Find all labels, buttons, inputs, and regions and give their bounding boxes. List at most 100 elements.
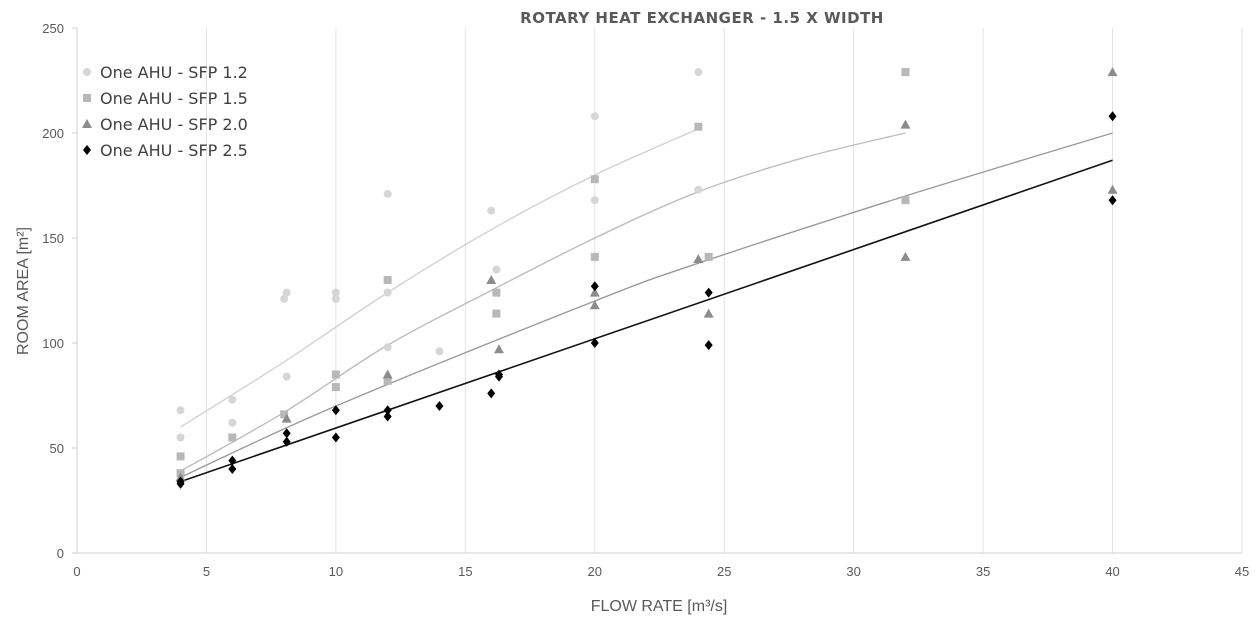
data-point-circle-series — [590, 196, 599, 205]
data-point-square-series — [280, 410, 289, 419]
data-point-triangle-series — [493, 344, 504, 354]
y-tick-label: 100 — [42, 336, 64, 351]
x-tick-label: 25 — [717, 564, 731, 579]
chart-title: ROTARY HEAT EXCHANGER - 1.5 X WIDTH — [520, 9, 884, 27]
legend-label-1: One AHU - SFP 1.2 — [100, 63, 248, 82]
data-point-triangle-series — [281, 413, 292, 423]
axes: 0 5 10 15 20 25 30 35 40 45 0 50 100 150 200 250 — [42, 21, 1249, 579]
y-tick-label: 50 — [50, 441, 64, 456]
data-point-square-series — [383, 276, 392, 284]
data-point-square-series — [704, 252, 713, 261]
data-point-triangle-series — [703, 308, 714, 318]
data-point-square-series — [492, 309, 501, 318]
data-point-circle-series — [492, 265, 501, 274]
y-tick-label: 0 — [57, 546, 64, 561]
data-point-circle-series — [176, 433, 185, 442]
data-point-triangle-series — [486, 275, 497, 284]
legend-marker-4 — [83, 145, 91, 155]
x-tick-label: 15 — [458, 564, 472, 579]
data-point-circle-series — [280, 294, 289, 303]
data-point-square-series — [590, 175, 599, 184]
data-point-circle-series — [383, 288, 392, 297]
data-point-diamond-series — [487, 388, 496, 399]
data-point-triangle-series — [693, 254, 704, 263]
data-point-diamond-series — [590, 338, 599, 348]
data-point-triangle-series — [1107, 184, 1118, 194]
data-point-square-series — [901, 196, 910, 205]
legend-marker-3 — [82, 119, 92, 128]
data-point-diamond-series — [1108, 195, 1117, 206]
x-tick-label: 40 — [1105, 564, 1119, 579]
trendline-4 — [180, 159, 1113, 483]
legend-label-3: One AHU - SFP 2.0 — [100, 115, 248, 134]
trendlines — [180, 128, 1113, 483]
data-point-diamond-series — [331, 432, 340, 443]
data-point-circle-series — [331, 294, 340, 303]
trendline-1 — [180, 128, 699, 428]
data-point-diamond-series — [704, 340, 713, 351]
data-point-triangle-series — [589, 287, 600, 297]
data-point-diamond-series — [282, 436, 291, 447]
data-point-diamond-series — [331, 405, 340, 416]
y-axis-title: ROOM AREA [m²] — [15, 227, 32, 355]
data-point-circle-series — [383, 343, 392, 352]
data-point-square-series — [590, 252, 599, 261]
data-point-square-series — [228, 433, 237, 442]
data-point-diamond-series — [494, 371, 503, 382]
data-point-diamond-series — [383, 411, 392, 422]
x-tick-label: 5 — [203, 564, 210, 579]
data-point-circle-series — [282, 288, 291, 297]
x-tick-label: 20 — [588, 564, 602, 579]
legend-marker-1 — [83, 68, 91, 76]
y-tick-label: 250 — [42, 21, 64, 36]
data-point-diamond-series — [383, 405, 392, 416]
x-tick-label: 30 — [846, 564, 860, 579]
data-point-circle-series — [176, 406, 185, 415]
x-tick-label: 45 — [1235, 564, 1249, 579]
data-point-square-series — [331, 383, 340, 392]
data-point-square-series — [694, 122, 703, 131]
data-point-circle-series — [331, 288, 340, 297]
legend-label-4: One AHU - SFP 2.5 — [100, 141, 248, 160]
gridlines — [205, 28, 1243, 553]
data-point-diamond-series — [176, 478, 185, 489]
x-tick-label: 0 — [73, 564, 80, 579]
legend-marker-2 — [83, 94, 91, 102]
data-point-diamond-series — [282, 428, 291, 439]
data-point-diamond-series — [228, 455, 237, 466]
data-point-square-series — [901, 68, 910, 77]
x-tick-label: 10 — [329, 564, 343, 579]
trendline-2 — [180, 132, 906, 472]
trendline-3 — [180, 132, 1113, 479]
data-point-circle-series — [435, 347, 444, 356]
data-point-square-series — [331, 370, 340, 379]
x-tick-label: 35 — [976, 564, 990, 579]
data-point-circle-series — [694, 185, 703, 194]
data-point-circle-series — [694, 68, 703, 77]
data-point-triangle-series — [589, 300, 600, 310]
data-point-circle-series — [228, 395, 237, 404]
data-point-circle-series — [282, 372, 291, 381]
data-point-triangle-series — [382, 369, 393, 379]
data-point-diamond-series — [228, 464, 237, 474]
data-point-circle-series — [590, 112, 599, 121]
data-point-triangle-series — [1107, 67, 1118, 77]
data-point-circle-series — [228, 418, 237, 427]
data-point-diamond-series — [590, 281, 599, 292]
data-point-square-series — [492, 288, 501, 297]
x-axis-title: FLOW RATE [m³/s] — [591, 598, 728, 615]
data-point-square-series — [383, 376, 392, 385]
data-point-circle-series — [383, 189, 392, 198]
data-point-triangle-series — [900, 251, 911, 261]
y-tick-label: 200 — [42, 126, 64, 141]
data-point-square-series — [176, 452, 185, 461]
y-tick-label: 150 — [42, 231, 64, 246]
data-point-circle-series — [487, 206, 496, 215]
data-point-triangle-series — [900, 119, 911, 129]
data-point-diamond-series — [704, 287, 713, 298]
legend: One AHU - SFP 1.2 One AHU - SFP 1.5 One AH… — [82, 63, 248, 160]
data-points — [175, 67, 1118, 489]
data-point-diamond-series — [1108, 111, 1117, 122]
